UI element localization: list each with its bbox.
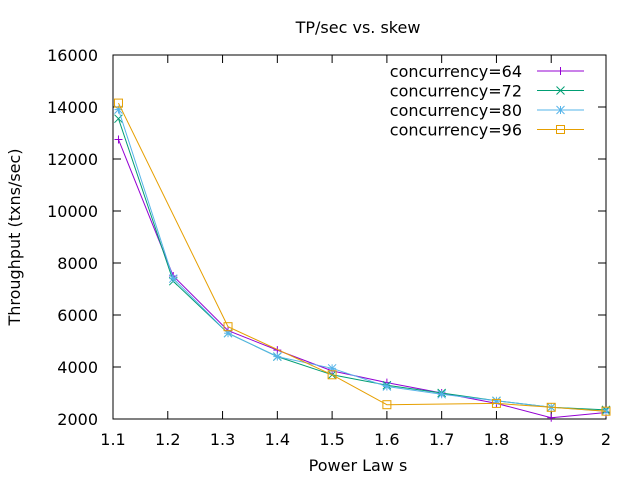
- series-concurrency=72: [114, 114, 611, 415]
- legend-marker: [556, 125, 565, 134]
- series-line: [118, 139, 607, 419]
- series-line: [118, 102, 607, 412]
- x-tick-label: 1.4: [265, 430, 290, 449]
- data-point: [382, 382, 392, 391]
- x-tick-label: 1.1: [100, 430, 125, 449]
- data-point: [601, 406, 611, 416]
- x-tick-label: 2: [601, 430, 611, 449]
- legend-marker: [556, 105, 565, 115]
- data-point: [546, 402, 556, 412]
- series-line: [118, 109, 607, 412]
- y-tick-label: 12000: [47, 150, 98, 169]
- data-point: [272, 352, 282, 361]
- x-tick-label: 1.6: [374, 430, 399, 449]
- legend-item: concurrency=80: [390, 101, 584, 120]
- y-tick-label: 2000: [57, 410, 98, 429]
- data-point: [114, 114, 123, 124]
- legend-label: concurrency=72: [390, 82, 522, 101]
- y-tick-label: 10000: [47, 202, 98, 221]
- y-tick-label: 4000: [57, 358, 98, 377]
- y-tick-label: 14000: [47, 98, 98, 117]
- y-tick-label: 16000: [47, 46, 98, 65]
- series-layer: [113, 98, 611, 422]
- x-tick-label: 1.3: [210, 430, 235, 449]
- x-tick-label: 1.8: [484, 430, 509, 449]
- y-axis-label: Throughput (txns/sec): [5, 148, 24, 326]
- series-line: [118, 118, 607, 411]
- legend-marker: [556, 67, 565, 75]
- data-point: [437, 389, 447, 399]
- series-concurrency=80: [114, 105, 611, 416]
- x-tick-label: 1.5: [319, 430, 344, 449]
- legend-marker: [556, 86, 565, 95]
- series-concurrency=96: [113, 98, 611, 416]
- data-point: [547, 413, 556, 422]
- legend-label: concurrency=64: [390, 62, 522, 81]
- chart-title: TP/sec vs. skew: [295, 18, 421, 37]
- data-point: [382, 400, 392, 410]
- legend-label: concurrency=80: [390, 101, 522, 120]
- legend-label: concurrency=96: [390, 121, 522, 140]
- x-axis-label: Power Law s: [309, 456, 408, 475]
- data-point: [223, 322, 233, 332]
- data-point: [114, 135, 123, 144]
- axis-ticks: 1.1 1.2 1.3 1.4 1.5 1.6 1.7 1.8 1.9 2 2000 4000 6000…: [47, 46, 611, 449]
- data-point: [113, 98, 123, 108]
- plot-frame: [112, 54, 607, 420]
- data-point: [327, 370, 337, 380]
- x-tick-label: 1.2: [155, 430, 180, 449]
- x-tick-label: 1.7: [429, 430, 454, 449]
- legend: concurrency=64concurrency=72concurrency=…: [390, 62, 584, 140]
- data-point: [168, 274, 178, 283]
- legend-item: concurrency=96: [390, 121, 584, 140]
- x-tick-label: 1.9: [538, 430, 563, 449]
- legend-item: concurrency=72: [390, 82, 584, 101]
- y-tick-label: 6000: [57, 306, 98, 325]
- legend-item: concurrency=64: [390, 62, 584, 81]
- data-point: [491, 398, 501, 408]
- y-tick-label: 8000: [57, 254, 98, 273]
